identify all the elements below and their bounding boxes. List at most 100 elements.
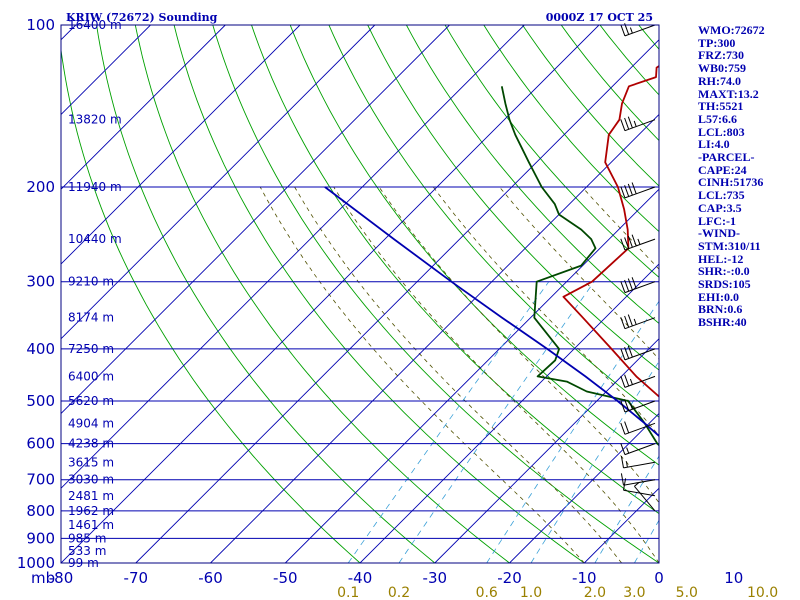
height-label: 2481 m — [68, 489, 114, 503]
station-title: KRIW (72672) Sounding — [66, 11, 218, 24]
temperature-tick-label: 0 — [654, 569, 664, 587]
wind-barb — [620, 182, 656, 199]
parcel-line — [324, 186, 659, 438]
barb-shaft — [624, 400, 656, 413]
temperature-tick-label: 20 — [799, 569, 800, 587]
temperature-tick-label: -70 — [124, 569, 149, 587]
mixing-ratio-label: 1.0 — [520, 585, 542, 600]
barb-feather — [624, 117, 630, 130]
mixing-ratio-label: 5.0 — [676, 585, 698, 600]
index-line: MAXT:13.2 — [698, 86, 759, 101]
mixing-ratio-label: 2.0 — [584, 585, 606, 600]
isotherm — [61, 25, 600, 563]
isotherm — [284, 188, 659, 563]
index-line: TH:5521 — [698, 99, 744, 114]
y-axis-label: mb — [31, 569, 55, 587]
barb-half-feather — [633, 120, 637, 127]
index-line: TP:300 — [698, 35, 736, 50]
wind-barb — [620, 277, 656, 294]
mixing-ratio-label: 0.6 — [476, 585, 498, 600]
barb-feather — [627, 116, 633, 129]
sounding-datetime: 0000Z 17 OCT 25 — [546, 11, 653, 24]
mixing-ratio-line — [530, 360, 659, 563]
dry-adiabat — [173, 25, 585, 563]
barb-shaft — [624, 348, 656, 361]
index-line: RH:74.0 — [698, 73, 741, 88]
indices-panel: WMO:72672 TP:300 FRZ:730 WB0:759 RH:74.0 MAXT… — [698, 24, 798, 329]
mixing-ratio-line — [398, 281, 595, 563]
profile-lines — [324, 65, 659, 447]
barb-half-feather — [629, 27, 633, 34]
barb-shaft — [623, 489, 656, 497]
mixing-ratio-label: 10.0 — [747, 585, 778, 600]
index-line: LI:4.0 — [698, 137, 730, 152]
barb-feather — [627, 278, 633, 291]
height-label: 3030 m — [68, 473, 114, 487]
temperature-line — [562, 65, 659, 398]
barb-feather — [620, 375, 626, 388]
dry-adiabat — [328, 25, 659, 418]
barb-half-feather — [626, 447, 630, 454]
barb-feather — [627, 235, 633, 248]
index-line: SHR:-:0.0 — [698, 264, 750, 279]
pressure-tick-label: 1000 — [17, 554, 55, 572]
wind-barb — [620, 421, 656, 435]
barb-feather — [624, 185, 630, 197]
index-line: WB0:759 — [698, 61, 746, 76]
dry-adiabat — [483, 25, 659, 233]
barb-feather — [620, 473, 624, 486]
height-label: 8174 m — [68, 311, 114, 325]
barb-shaft — [624, 186, 656, 199]
barb-feather — [620, 422, 626, 435]
isotherm — [61, 25, 226, 190]
mixing-ratio-line — [486, 300, 659, 563]
plot-border — [60, 24, 660, 564]
dry-adiabat — [61, 46, 361, 563]
height-label: 1461 m — [68, 518, 114, 532]
barb-feather — [624, 237, 630, 249]
barb-half-feather — [633, 318, 637, 325]
moist-adiabat — [499, 186, 659, 360]
height-label: 4904 m — [68, 416, 114, 430]
height-label: 533 m — [68, 544, 106, 558]
height-label: 99 m — [68, 556, 99, 570]
temperature-tick-label: -10 — [572, 569, 597, 587]
barb-feather — [624, 279, 630, 292]
index-line: BRN:0.6 — [698, 302, 743, 317]
index-line: L57:6.6 — [698, 111, 737, 126]
barb-shaft — [624, 281, 656, 294]
wind-barb — [620, 456, 656, 469]
barb-feather — [620, 238, 626, 251]
wind-barbs — [620, 23, 656, 512]
barb-shaft — [624, 119, 656, 132]
mixing-ratio-lines — [347, 281, 659, 563]
height-label: 4238 m — [68, 437, 114, 451]
pressure-tick-label: 300 — [26, 273, 55, 291]
barb-feather — [627, 314, 633, 327]
isotherm — [359, 263, 659, 563]
barb-feather — [627, 183, 633, 196]
index-line: WMO:72672 — [698, 23, 765, 37]
pressure-tick-label: 400 — [26, 340, 55, 358]
mixing-ratio-label: 3.0 — [623, 585, 645, 600]
index-line: CINH:51736 — [698, 175, 764, 190]
barb-feather — [620, 317, 626, 329]
index-line: BSHR:40 — [698, 315, 747, 330]
barb-feather — [620, 119, 626, 131]
isotherm — [61, 25, 525, 489]
barb-shaft — [624, 24, 656, 37]
barb-feather — [620, 443, 626, 455]
pressure-tick-label: 100 — [26, 16, 55, 34]
temperature-tick-label: -80 — [49, 569, 74, 587]
wind-barb — [620, 234, 656, 251]
dry-adiabat — [251, 25, 659, 515]
barb-shaft — [624, 317, 656, 330]
wind-barb — [620, 443, 656, 456]
barb-half-feather — [629, 378, 633, 385]
isotherm — [509, 412, 659, 563]
wind-barb — [620, 473, 656, 486]
pressure-tick-label: 900 — [26, 529, 55, 547]
height-label: 7250 m — [68, 342, 114, 356]
barb-feather — [624, 421, 630, 434]
